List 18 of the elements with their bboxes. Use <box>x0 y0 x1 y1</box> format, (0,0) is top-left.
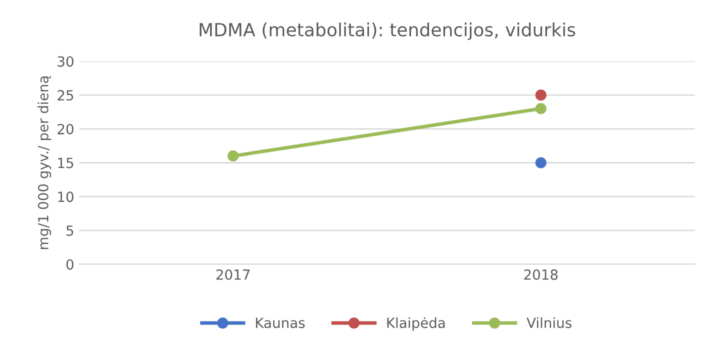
y-tick-label: 0 <box>66 259 74 270</box>
y-tick-label: 10 <box>58 192 74 202</box>
y-tick-label: 25 <box>58 90 74 101</box>
x-tick-label: 2017 <box>216 269 250 280</box>
legend-label: Kaunas <box>256 318 305 328</box>
x-tick-label: 2018 <box>524 269 558 280</box>
y-axis-title: mg/1 000 gyv./ per dieną <box>38 76 52 249</box>
point <box>228 150 239 162</box>
y-tick-label: 20 <box>58 124 74 134</box>
point <box>535 90 546 101</box>
legend-label: Klaipėda <box>387 317 445 331</box>
point <box>535 103 546 114</box>
legend-label: Vilnius <box>526 317 572 328</box>
chart-title: MDMA (metabolitai): tendencijos, vidurkis <box>200 22 576 40</box>
point <box>535 157 546 168</box>
y-tick-label: 30 <box>58 56 74 67</box>
y-tick-label: 15 <box>58 158 74 168</box>
y-tick-label: 5 <box>66 226 74 236</box>
